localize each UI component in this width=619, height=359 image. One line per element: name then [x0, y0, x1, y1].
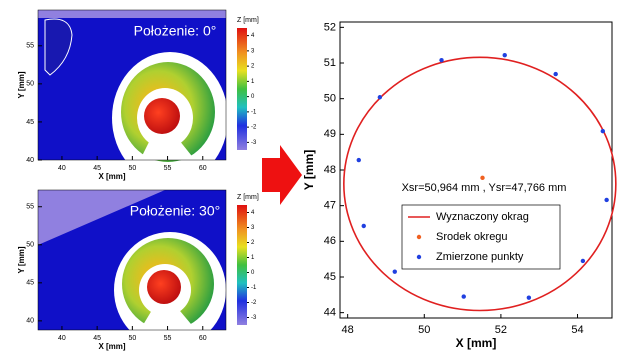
point	[604, 198, 608, 202]
y-tick-label: 47	[324, 200, 336, 212]
legend-label: Zmierzone punkty	[436, 251, 524, 263]
y-tick-label: 46	[324, 235, 336, 247]
x-tick-label: 45	[93, 165, 101, 172]
x-tick-label: 60	[199, 335, 207, 342]
point	[393, 269, 397, 273]
point	[581, 259, 585, 263]
y-tick-label: 44	[324, 307, 336, 319]
x-axis-label: X [mm]	[98, 172, 125, 181]
x-tick-label: 40	[58, 165, 66, 172]
colorbar-tick-label: 3	[251, 48, 255, 54]
x-tick-label: 45	[93, 335, 101, 342]
point	[480, 176, 484, 180]
point	[527, 295, 531, 299]
y-tick-label: 52	[324, 21, 336, 33]
colorbar-tick-label: 2	[251, 64, 255, 70]
y-axis-label: Y [mm]	[17, 246, 26, 273]
colorbar	[237, 28, 247, 150]
colorbar-label: Z [mm]	[237, 194, 259, 201]
x-tick-label: 55	[164, 335, 172, 342]
y-tick-label: 45	[26, 280, 34, 287]
y-tick-label: 40	[26, 157, 34, 164]
point	[378, 95, 382, 99]
x-tick-label: 50	[418, 324, 430, 336]
figure: 404550556040455055Położenie: 0°X [mm]Y […	[0, 0, 619, 354]
y-tick-label: 49	[324, 128, 336, 140]
point	[439, 58, 443, 62]
colorbar-tick-label: 2	[251, 240, 255, 246]
y-tick-label: 50	[324, 93, 336, 105]
y-tick-label: 50	[26, 81, 34, 88]
y-tick-label: 50	[26, 242, 34, 249]
legend-swatch	[417, 235, 421, 239]
colorbar-tick-label: 0	[251, 94, 255, 100]
colorbar-tick-label: 4	[251, 33, 255, 39]
x-tick-label: 60	[199, 165, 207, 172]
x-tick-label: 52	[495, 324, 507, 336]
x-tick-label: 50	[128, 335, 136, 342]
x-tick-label: 54	[571, 324, 583, 336]
annotation: Xsr=50,964 mm , Ysr=47,766 mm	[402, 182, 567, 194]
y-axis-label: Y [mm]	[302, 150, 316, 190]
plot-frame	[340, 22, 612, 318]
point	[601, 129, 605, 133]
colorbar-tick-label: 1	[251, 79, 255, 85]
colorbar-tick-label: -1	[251, 285, 257, 291]
y-tick-label: 40	[26, 318, 34, 325]
colorbar	[237, 205, 247, 325]
point	[553, 72, 557, 76]
x-tick-label: 55	[164, 165, 172, 172]
panel-title: Położenie: 0°	[134, 23, 217, 39]
colorbar-tick-label: -1	[251, 109, 257, 115]
legend-swatch	[417, 255, 421, 259]
x-tick-label: 50	[128, 165, 136, 172]
y-tick-label: 48	[324, 164, 336, 176]
colorbar-tick-label: -3	[251, 140, 257, 146]
y-tick-label: 45	[26, 119, 34, 126]
colorbar-tick-label: -3	[251, 315, 257, 321]
y-tick-label: 45	[324, 271, 336, 283]
colorbar-tick-label: -2	[251, 125, 257, 131]
y-tick-label: 51	[324, 57, 336, 69]
x-axis-label: X [mm]	[98, 342, 125, 351]
legend-label: Wyznaczony okrag	[436, 211, 529, 223]
y-tick-label: 55	[26, 43, 34, 50]
y-axis-label: Y [mm]	[17, 71, 26, 98]
colorbar-tick-label: -2	[251, 300, 257, 306]
colorbar-tick-label: 0	[251, 270, 255, 276]
point	[362, 224, 366, 228]
point	[357, 158, 361, 162]
y-tick-label: 55	[26, 204, 34, 211]
panel-title: Położenie: 30°	[130, 203, 220, 219]
point	[462, 294, 466, 298]
arrow	[262, 145, 302, 205]
x-axis-label: X [mm]	[456, 336, 497, 350]
legend-label: Srodek okregu	[436, 231, 508, 243]
x-tick-label: 40	[58, 335, 66, 342]
point	[503, 53, 507, 57]
colorbar-tick-label: 1	[251, 255, 255, 261]
x-tick-label: 48	[342, 324, 354, 336]
colorbar-tick-label: 3	[251, 225, 255, 231]
colorbar-tick-label: 4	[251, 210, 255, 216]
colorbar-label: Z [mm]	[237, 17, 259, 24]
